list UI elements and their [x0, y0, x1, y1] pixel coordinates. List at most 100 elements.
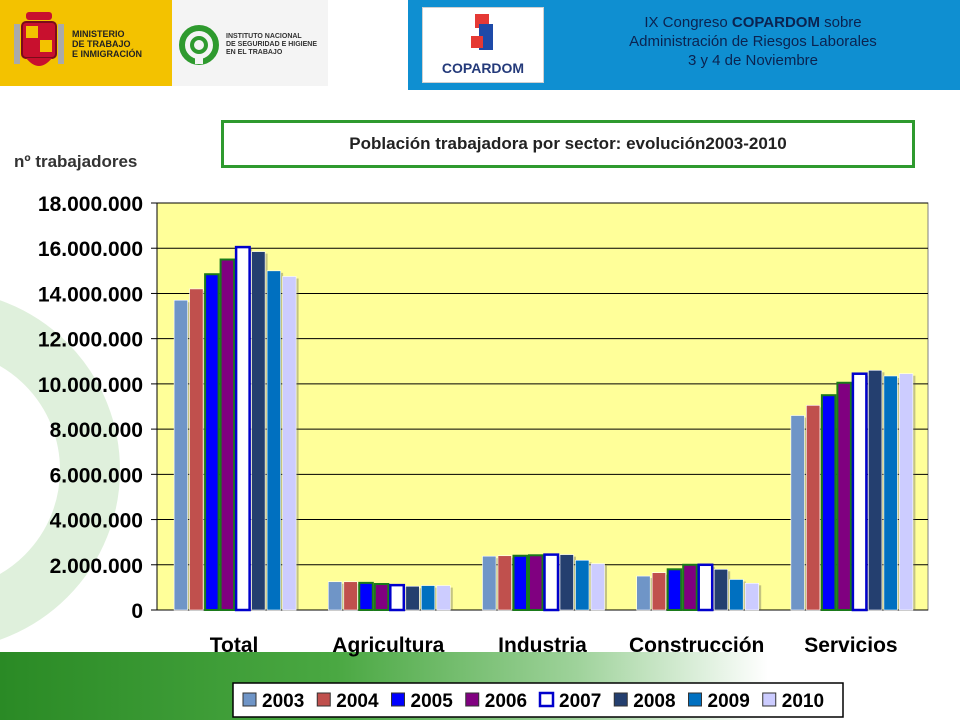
copardom-logo: COPARDOM: [422, 7, 544, 83]
bar-side-2003: [804, 417, 807, 610]
bar-side-2009: [434, 587, 438, 610]
bar-2006: [682, 563, 698, 611]
bar-side-2010: [450, 587, 453, 610]
bar-side-2009: [280, 272, 284, 610]
bar-2008: [868, 370, 883, 611]
bar-side-2008: [573, 556, 576, 610]
y-tick-label: 16.000.000: [38, 238, 143, 261]
x-tick-label: Servicios: [804, 634, 897, 657]
bar-2010: [899, 373, 914, 611]
bar-2003: [173, 299, 188, 611]
legend-box: [232, 682, 844, 718]
coat-of-arms-icon: [14, 12, 64, 66]
bar-2005: [358, 581, 374, 611]
bar-side-2008: [881, 372, 885, 610]
chart-title: Población trabajadora por sector: evoluc…: [221, 120, 915, 168]
bar-2010: [744, 583, 760, 611]
bar-2006: [219, 258, 236, 611]
congress-line2: Administración de Riesgos Laborales: [629, 33, 877, 50]
ministerio-line: MINISTERIO: [72, 29, 125, 39]
y-tick-label: 2.000.000: [50, 555, 143, 578]
bar-side-2010: [604, 565, 607, 610]
x-tick-label: Total: [210, 634, 259, 657]
y-tick-label: 18.000.000: [38, 193, 143, 216]
bar-2009: [883, 375, 898, 611]
x-tick-label: Industria: [498, 634, 587, 657]
congress-line1-pre: IX Congreso: [644, 14, 732, 31]
legend-swatch-2003: [242, 692, 257, 707]
legend-label-2010: 2010: [782, 691, 824, 712]
legend-label-2004: 2004: [336, 691, 379, 712]
legend-label-2008: 2008: [633, 691, 675, 712]
bar-2007: [234, 245, 251, 612]
bar-side-2009: [589, 562, 592, 610]
legend-label-2005: 2005: [411, 691, 454, 712]
bar-side-2003: [341, 583, 345, 610]
legend-swatch-2007: [538, 691, 555, 708]
insht-logo: INSTITUTO NACIONAL DE SEGURIDAD E HIGIEN…: [172, 0, 328, 86]
bar-side-2009: [743, 581, 746, 610]
bar-2007: [851, 372, 868, 612]
bar-2004: [189, 288, 204, 611]
y-tick-label: 12.000.000: [38, 329, 143, 352]
congress-banner: COPARDOM IX Congreso COPARDOM sobre Admi…: [408, 0, 960, 90]
header-logos: MINISTERIO DE TRABAJO E INMIGRACIÓN INST…: [0, 0, 330, 86]
legend-label-2003: 2003: [262, 691, 304, 712]
ministerio-line: E INMIGRACIÓN: [72, 49, 143, 59]
y-tick-label: 6.000.000: [50, 464, 143, 487]
bar-side-2003: [187, 302, 191, 610]
x-tick-label: Construcción: [629, 634, 764, 657]
legend-label-2009: 2009: [708, 691, 750, 712]
bar-2008: [559, 554, 574, 611]
bar-2004: [497, 555, 512, 611]
congress-line1-bold: COPARDOM: [731, 14, 820, 31]
legend-label-2007: 2007: [559, 691, 601, 712]
bar-2004: [651, 572, 667, 611]
bar-2005: [204, 273, 220, 611]
bar-2010: [590, 563, 605, 611]
congress-line3: 3 y 4 de Noviembre: [687, 52, 819, 69]
bar-2008: [405, 585, 420, 611]
bar-side-2010: [912, 375, 916, 610]
bar-2004: [806, 405, 821, 611]
bar-2003: [636, 575, 651, 611]
bar-2007: [389, 583, 406, 612]
bar-2006: [836, 381, 852, 611]
bar-2005: [666, 568, 683, 611]
legend-swatch-2009: [688, 692, 702, 707]
y-tick-label: 8.000.000: [50, 419, 143, 442]
bar-2006: [528, 554, 544, 612]
bar-2007: [543, 553, 560, 612]
bar-2009: [420, 585, 436, 611]
bar-2009: [266, 270, 281, 611]
bar-side-2010: [758, 585, 762, 610]
bar-side-2003: [650, 578, 653, 610]
bar-2005: [512, 554, 528, 612]
bar-2003: [482, 555, 497, 611]
insht-line: EN EL TRABAJO: [226, 49, 283, 56]
bar-2004: [343, 581, 358, 611]
x-tick-label: Agricultura: [332, 634, 444, 657]
bar-side-2008: [419, 588, 422, 610]
bar-2005: [820, 394, 837, 612]
congress-line1-post: sobre: [819, 14, 862, 31]
bar-side-2003: [496, 558, 499, 610]
legend-swatch-2006: [465, 692, 480, 707]
bar-2007: [697, 563, 714, 612]
bar-2009: [575, 559, 590, 611]
bar-side-2009: [897, 377, 900, 610]
bar-2003: [790, 415, 805, 611]
y-tick-label: 14.000.000: [38, 283, 143, 306]
bar-2006: [373, 582, 390, 611]
bar-2010: [436, 585, 451, 611]
legend-label-2006: 2006: [485, 691, 527, 712]
bar-side-2010: [296, 278, 299, 610]
ministerio-logo: MINISTERIO DE TRABAJO E INMIGRACIÓN: [0, 0, 172, 86]
copardom-mark-icon: [471, 14, 493, 50]
legend-swatch-2005: [391, 692, 405, 707]
legend-swatch-2010: [762, 692, 777, 707]
insht-emblem-icon: [179, 25, 219, 65]
legend-swatch-2008: [613, 692, 628, 707]
